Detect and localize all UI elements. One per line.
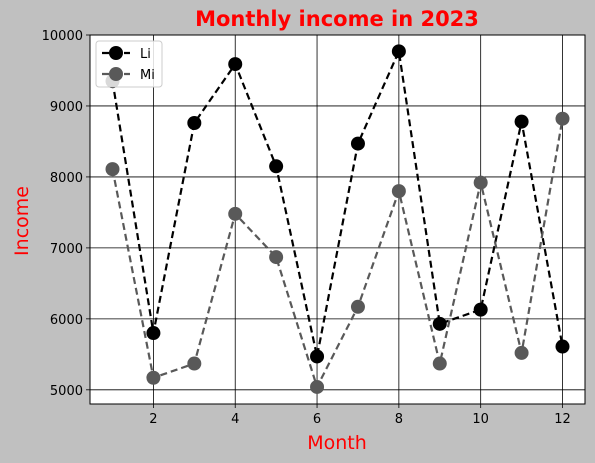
data-point-li <box>350 136 365 151</box>
series-layer <box>105 44 570 394</box>
plot-frame <box>89 34 586 405</box>
data-point-li <box>310 349 325 364</box>
chart-title: Monthly income in 2023 <box>195 7 479 31</box>
legend-label-li: Li <box>140 47 151 62</box>
series-li <box>105 44 570 364</box>
legend: Li Mi <box>95 40 163 88</box>
x-axis-ticks: 2 4 6 8 10 12 <box>149 404 571 427</box>
data-point-li <box>146 326 161 341</box>
data-point-li <box>432 316 447 331</box>
series-line-li <box>111 47 564 357</box>
y-tick-label: 8000 <box>50 171 83 186</box>
series-mi <box>105 111 570 394</box>
data-point-li <box>391 44 406 59</box>
data-point-li <box>514 114 529 129</box>
x-tick-label: 10 <box>472 412 489 427</box>
legend-marker-li <box>109 46 123 60</box>
data-point-mi <box>105 162 120 177</box>
data-point-mi <box>146 370 161 385</box>
y-tick-label: 5000 <box>50 384 83 399</box>
data-point-mi <box>187 356 202 371</box>
data-point-mi <box>391 184 406 199</box>
x-axis-label: Month <box>307 432 367 454</box>
data-point-li <box>187 115 202 130</box>
data-point-li <box>473 302 488 317</box>
legend-marker-mi <box>109 67 123 81</box>
data-point-li <box>269 159 284 174</box>
y-axis-label: Income <box>11 186 33 256</box>
legend-label-mi: Mi <box>140 68 155 83</box>
data-point-li <box>555 339 570 354</box>
data-point-mi <box>514 345 529 360</box>
plot-area <box>90 35 585 404</box>
x-tick-label: 8 <box>395 412 403 427</box>
y-tick-label: 7000 <box>50 242 83 257</box>
y-tick-label: 9000 <box>50 100 83 115</box>
data-point-mi <box>228 206 243 221</box>
data-point-mi <box>310 379 325 394</box>
data-point-mi <box>350 299 365 314</box>
data-point-mi <box>269 250 284 265</box>
data-point-mi <box>555 111 570 126</box>
series-line-mi <box>111 118 564 390</box>
x-tick-label: 6 <box>313 412 321 427</box>
y-tick-label: 10000 <box>42 29 83 44</box>
data-point-li <box>228 57 243 72</box>
x-tick-label: 2 <box>149 412 157 427</box>
y-tick-label: 6000 <box>50 313 83 328</box>
x-tick-label: 4 <box>231 412 239 427</box>
y-axis-ticks: 5000 6000 7000 8000 9000 10000 <box>42 29 90 399</box>
data-point-mi <box>432 356 447 371</box>
x-tick-label: 12 <box>554 412 571 427</box>
data-point-mi <box>473 175 488 190</box>
